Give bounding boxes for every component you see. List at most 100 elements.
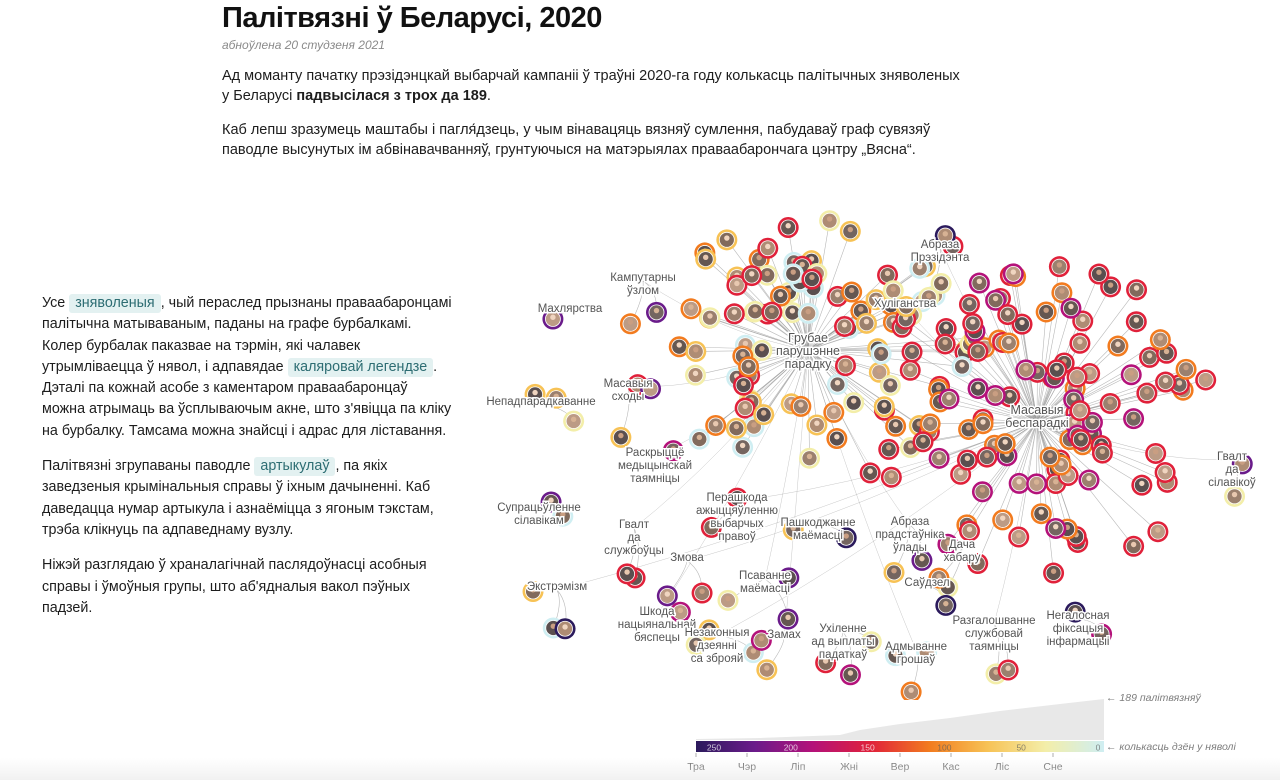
prisoner-node[interactable] xyxy=(918,286,940,308)
prisoner-node[interactable] xyxy=(976,446,998,468)
prisoner-node[interactable] xyxy=(1066,366,1088,388)
prisoner-node[interactable] xyxy=(563,410,585,432)
prisoner-node[interactable] xyxy=(1046,359,1068,381)
prisoner-node[interactable] xyxy=(616,563,638,585)
prisoner-node[interactable] xyxy=(934,333,956,355)
prisoner-node[interactable] xyxy=(705,414,727,436)
prisoner-node[interactable] xyxy=(1048,256,1070,278)
hub-label[interactable]: Масавыя беспарадкі xyxy=(1004,402,1070,432)
prisoner-node[interactable] xyxy=(698,619,720,641)
prisoner-node[interactable] xyxy=(885,415,907,437)
prisoner-node[interactable] xyxy=(899,359,921,381)
prisoner-node[interactable] xyxy=(1154,462,1176,484)
prisoner-node[interactable] xyxy=(815,652,837,674)
prisoner-node[interactable] xyxy=(781,302,803,324)
prisoner-node[interactable] xyxy=(1091,623,1113,645)
prisoner-node[interactable] xyxy=(928,447,950,469)
prisoner-node[interactable] xyxy=(756,264,778,286)
prisoner-node[interactable] xyxy=(1045,517,1067,539)
prisoner-node[interactable] xyxy=(916,641,938,663)
article-label[interactable]: Шкода нацыянальнай бяспецы xyxy=(616,605,697,646)
prisoner-node[interactable] xyxy=(900,681,922,700)
prisoner-node[interactable] xyxy=(935,318,957,340)
prisoner-node[interactable] xyxy=(1224,485,1246,507)
prisoner-node[interactable] xyxy=(985,289,1007,311)
prisoner-node[interactable] xyxy=(545,387,567,409)
prisoner-node[interactable] xyxy=(1026,473,1048,495)
prisoner-node[interactable] xyxy=(741,265,763,287)
article-label[interactable]: Псаванне маёмасці xyxy=(738,569,793,597)
article-label[interactable]: Змова xyxy=(669,551,706,566)
prisoner-node[interactable] xyxy=(1070,429,1092,451)
prisoner-node[interactable] xyxy=(865,289,887,311)
prisoner-node[interactable] xyxy=(790,395,812,417)
prisoner-node[interactable] xyxy=(992,509,1014,531)
article-label[interactable]: Дача хабару xyxy=(942,538,982,566)
prisoner-node[interactable] xyxy=(1131,474,1153,496)
prisoner-node[interactable] xyxy=(542,308,564,330)
article-label[interactable]: Абраза прадстаўніка ўлады xyxy=(874,515,947,556)
prisoner-node[interactable] xyxy=(1149,329,1171,351)
prisoner-node[interactable] xyxy=(777,217,799,239)
prisoner-node[interactable] xyxy=(522,580,544,602)
prisoner-node[interactable] xyxy=(951,356,973,378)
prisoner-node[interactable] xyxy=(646,301,668,323)
article-label[interactable]: Раскрыццё медыцынскай таямніцы xyxy=(616,446,693,487)
prisoner-node[interactable] xyxy=(1125,311,1147,333)
prisoner-node[interactable] xyxy=(855,312,877,334)
prisoner-node[interactable] xyxy=(998,332,1020,354)
article-label[interactable]: Абраза Прэзідэнта xyxy=(909,238,971,266)
prisoner-node[interactable] xyxy=(554,618,576,640)
prisoner-node[interactable] xyxy=(1015,359,1037,381)
prisoner-node[interactable] xyxy=(877,264,899,286)
prisoner-node[interactable] xyxy=(938,388,960,410)
prisoner-node[interactable] xyxy=(819,210,841,232)
prisoner-node[interactable] xyxy=(911,549,933,571)
prisoner-node[interactable] xyxy=(834,355,856,377)
prisoner-node[interactable] xyxy=(1120,364,1142,386)
prisoner-node[interactable] xyxy=(753,404,775,426)
article-label[interactable]: Саўдзел xyxy=(903,576,951,591)
prisoner-node[interactable] xyxy=(1078,469,1100,491)
prisoner-node[interactable] xyxy=(717,589,739,611)
prisoner-node[interactable] xyxy=(806,414,828,436)
prisoner-node[interactable] xyxy=(1195,369,1217,391)
prisoner-node[interactable] xyxy=(880,466,902,488)
prisoner-node[interactable] xyxy=(860,631,882,653)
prisoner-node[interactable] xyxy=(1008,472,1030,494)
prisoner-node[interactable] xyxy=(1064,601,1086,623)
article-label[interactable]: Ухіленне ад выплаты падаткаў xyxy=(810,622,876,663)
prisoner-node[interactable] xyxy=(756,659,778,681)
prisoner-node[interactable] xyxy=(841,281,863,303)
prisoner-node[interactable] xyxy=(734,397,756,419)
prisoner-node[interactable] xyxy=(962,312,984,334)
article-label[interactable]: Хуліганства xyxy=(872,297,938,312)
article-label[interactable]: Масавыя сходы xyxy=(602,377,654,405)
articles-chip[interactable]: артыкулаў xyxy=(254,457,336,477)
article-label[interactable]: Супрацьўленне сілавікам xyxy=(496,501,583,529)
prisoner-node[interactable] xyxy=(912,431,934,453)
prisoner-node[interactable] xyxy=(610,426,632,448)
prisoner-node[interactable] xyxy=(967,378,989,400)
article-label[interactable]: Пашкоджанне маёмасці xyxy=(779,516,857,544)
prisoner-node[interactable] xyxy=(883,561,905,583)
prisoner-node[interactable] xyxy=(680,298,702,320)
prisoner-node[interactable] xyxy=(726,274,748,296)
prisoner-node[interactable] xyxy=(901,341,923,363)
prisoner-node[interactable] xyxy=(769,285,791,307)
prisoner-node[interactable] xyxy=(700,516,722,538)
prisoner-node[interactable] xyxy=(552,505,574,527)
prisoner-node[interactable] xyxy=(797,302,819,324)
prisoner-node[interactable] xyxy=(884,645,906,667)
prisoner-node[interactable] xyxy=(640,378,662,400)
prisoner-node[interactable] xyxy=(873,396,895,418)
prisoner-node[interactable] xyxy=(1008,526,1030,548)
prisoner-node[interactable] xyxy=(919,413,941,435)
prisoner-node[interactable] xyxy=(688,428,710,450)
prisoner-node[interactable] xyxy=(967,553,989,575)
prisoner-node[interactable] xyxy=(1136,382,1158,404)
prisoner-node[interactable] xyxy=(738,356,760,378)
prisoner-node[interactable] xyxy=(878,438,900,460)
article-label[interactable]: Адмыванне грошаў xyxy=(883,640,948,668)
prisoner-node[interactable] xyxy=(984,384,1006,406)
